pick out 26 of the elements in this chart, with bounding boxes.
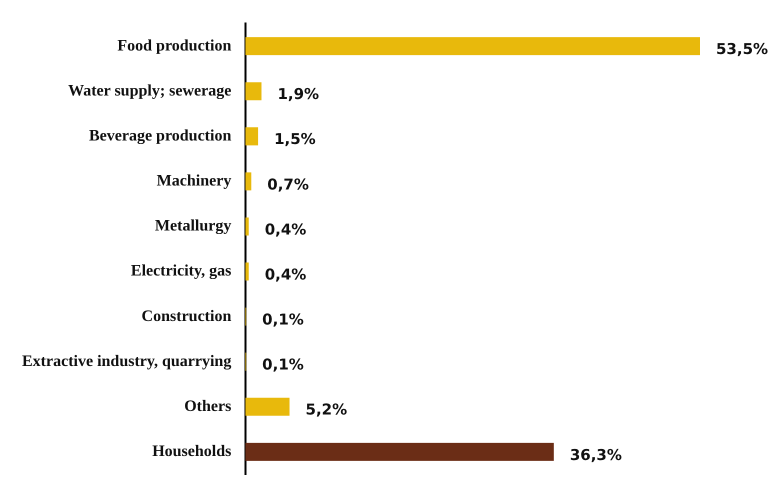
data-label: 1,9% (277, 85, 320, 104)
y-tick-label: Machinery (156, 172, 232, 190)
y-tick-label: Metallurgy (154, 218, 232, 235)
data-label: 0,1% (262, 356, 304, 374)
data-label: 0,4% (264, 220, 306, 238)
y-tick-label: Water supply; sewerage (68, 82, 232, 100)
y-tick-label: Others (184, 398, 232, 415)
y-tick-label: Electricity, gas (130, 262, 232, 280)
bar (245, 37, 700, 56)
data-label: 53,5% (716, 40, 768, 58)
data-label: 1,5% (274, 130, 316, 148)
y-tick-label: Food production (117, 37, 232, 54)
bar (245, 398, 290, 416)
y-tick-label: Beverage production (88, 127, 232, 144)
bar (245, 172, 252, 190)
data-label: 5,2% (306, 400, 348, 419)
bar (245, 442, 554, 461)
bar (245, 82, 262, 100)
data-label: 0,1% (262, 310, 304, 329)
data-label: 36,3% (570, 446, 622, 464)
data-label: 0,4% (264, 265, 306, 284)
data-label: 0,7% (267, 175, 309, 194)
bar (245, 127, 258, 146)
y-tick-label: Construction (142, 308, 232, 325)
y-tick-label: Extractive industry, quarrying (22, 352, 232, 370)
y-tick-label: Households (152, 443, 232, 460)
